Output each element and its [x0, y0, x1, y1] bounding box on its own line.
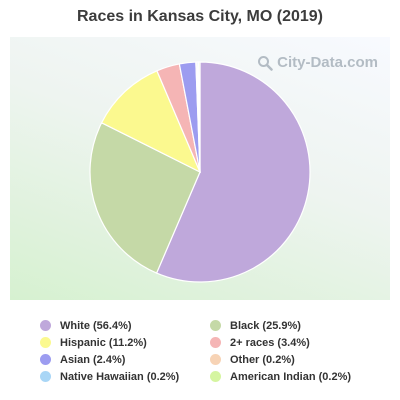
pie-slice-american-indian[interactable]: [198, 61, 201, 173]
legend-label-black: Black (25.9%): [230, 319, 301, 332]
legend-item-asian: Asian (2.4%): [40, 352, 210, 367]
magnifier-icon: [258, 55, 273, 71]
watermark: City-Data.com: [257, 54, 378, 71]
pie-slice-hispanic[interactable]: [100, 70, 202, 174]
pie-slice-black[interactable]: [89, 121, 201, 274]
legend-swatch-hispanic: [40, 337, 51, 348]
pie-chart: [89, 61, 311, 283]
legend-item-other: Other (0.2%): [210, 352, 380, 367]
legend-item-2-races: 2+ races (3.4%): [210, 335, 380, 350]
legend: White (56.4%) Black (25.9%) Hispanic (11.2…: [40, 318, 380, 384]
legend-swatch-2-races: [210, 337, 221, 348]
pie-slice-white[interactable]: [155, 61, 311, 283]
legend-swatch-native-hawaiian: [40, 371, 51, 382]
legend-swatch-american-indian: [210, 371, 221, 382]
legend-item-native-hawaiian: Native Hawaiian (0.2%): [40, 369, 210, 384]
legend-label-native-hawaiian: Native Hawaiian (0.2%): [60, 370, 180, 383]
legend-label-2-races: 2+ races (3.4%): [230, 336, 310, 349]
legend-item-black: Black (25.9%): [210, 318, 380, 333]
legend-item-american-indian: American Indian (0.2%): [210, 369, 380, 384]
legend-item-white: White (56.4%): [40, 318, 210, 333]
legend-swatch-white: [40, 320, 51, 331]
legend-label-hispanic: Hispanic (11.2%): [60, 336, 147, 349]
legend-label-white: White (56.4%): [60, 319, 132, 332]
legend-swatch-other: [210, 354, 221, 365]
legend-label-american-indian: American Indian (0.2%): [230, 370, 352, 383]
legend-swatch-black: [210, 320, 221, 331]
legend-label-other: Other (0.2%): [230, 353, 295, 366]
legend-label-asian: Asian (2.4%): [60, 353, 126, 366]
watermark-text: City-Data.com: [277, 54, 378, 71]
legend-item-hispanic: Hispanic (11.2%): [40, 335, 210, 350]
chart-title: Races in Kansas City, MO (2019): [76, 8, 324, 25]
legend-swatch-asian: [40, 354, 51, 365]
